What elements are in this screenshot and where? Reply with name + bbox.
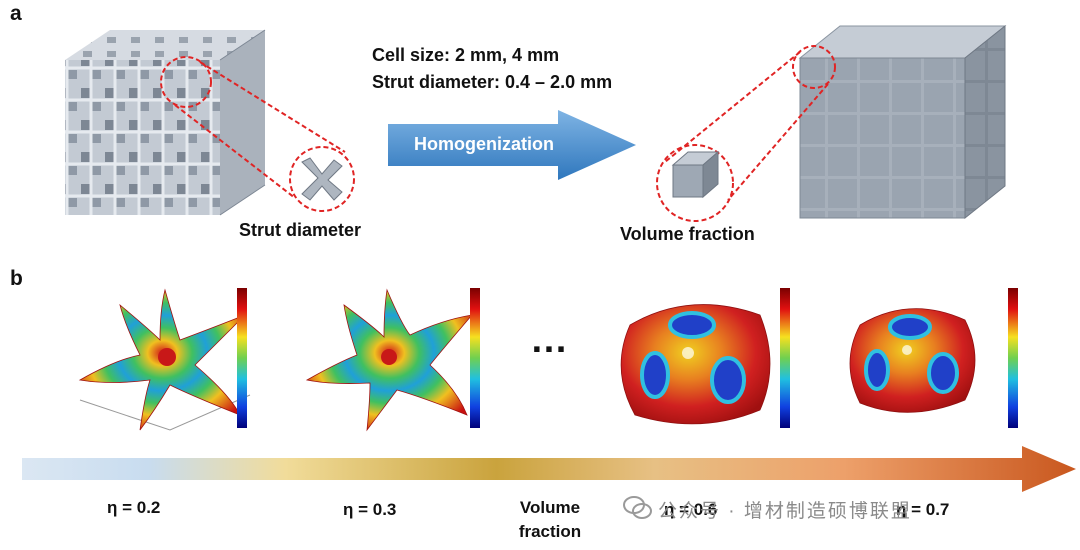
volume-fraction-axis-label: Volume fraction [505,496,595,544]
colorbar-eta-0.7 [1008,288,1018,428]
eta-label-0.6: η = 0.6 [664,500,718,519]
elastic-surface-eta-0.7 [849,308,976,413]
eta-label-0.3: η = 0.3 [343,500,397,519]
lattice-structure [65,29,266,216]
strut-unit-cell [301,157,343,201]
axis-word-2: fraction [518,522,582,541]
strut-range-text: Strut diameter: 0.4 – 2.0 mm [372,72,613,92]
wechat-logo-icon [623,496,652,519]
eta-label-0.7: η = 0.7 [896,500,950,519]
watermark-text: 公众号 · 增材制造硕博联盟 [658,501,912,522]
panel-a-label: a [10,2,22,25]
cell-size-text: Cell size: 2 mm, 4 mm [372,45,560,65]
colorbar-eta-0.6 [780,288,790,428]
volume-fraction-caption: Volume fraction [620,224,755,244]
axis-word-1: Volume [519,498,581,517]
strut-diameter-caption: Strut diameter [239,220,362,240]
ellipsis: … [530,319,568,361]
elastic-surface-eta-0.2 [78,288,251,431]
panel-b-label: b [10,267,23,290]
volume-fraction-gradient-arrow [22,446,1076,492]
elastic-surface-eta-0.6 [620,304,771,425]
colorbar-eta-0.3 [470,288,480,428]
homogenization-label: Homogenization [414,134,554,154]
homogenization-arrow [388,110,636,180]
single-cube-element [671,150,720,199]
eta-label-0.2: η = 0.2 [107,498,161,517]
elastic-surface-eta-0.3 [305,288,474,432]
colorbar-eta-0.2 [237,288,247,428]
